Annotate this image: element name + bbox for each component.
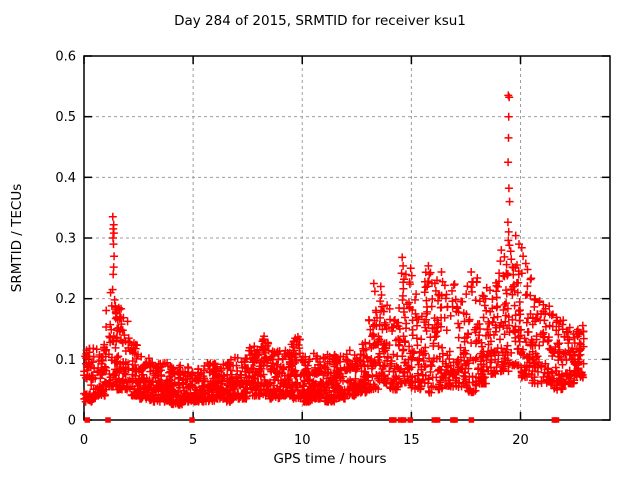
x-tick-label: 10 xyxy=(294,433,311,448)
x-axis-label: GPS time / hours xyxy=(273,451,387,467)
x-tick-label: 5 xyxy=(189,433,197,448)
tick-labels: 0 5 10 15 20 0 0.1 0.2 0.3 0.4 0.5 0.6 xyxy=(55,50,528,449)
x-tick-label: 0 xyxy=(80,433,88,448)
y-tick-label: 0.1 xyxy=(55,353,76,368)
chart-title: Day 284 of 2015, SRMTID for receiver ksu… xyxy=(174,13,466,29)
y-tick-label: 0.3 xyxy=(55,232,76,247)
y-tick-label: 0 xyxy=(68,414,76,429)
x-tick-label: 15 xyxy=(403,433,420,448)
x-tick-label: 20 xyxy=(512,433,529,448)
y-tick-label: 0.6 xyxy=(55,50,76,65)
scatter-points xyxy=(80,91,588,409)
y-tick-label: 0.5 xyxy=(55,110,76,125)
zero-markers xyxy=(84,417,560,423)
y-tick-label: 0.2 xyxy=(55,292,76,307)
plot-border xyxy=(83,55,611,421)
y-tick-label: 0.4 xyxy=(55,171,76,186)
